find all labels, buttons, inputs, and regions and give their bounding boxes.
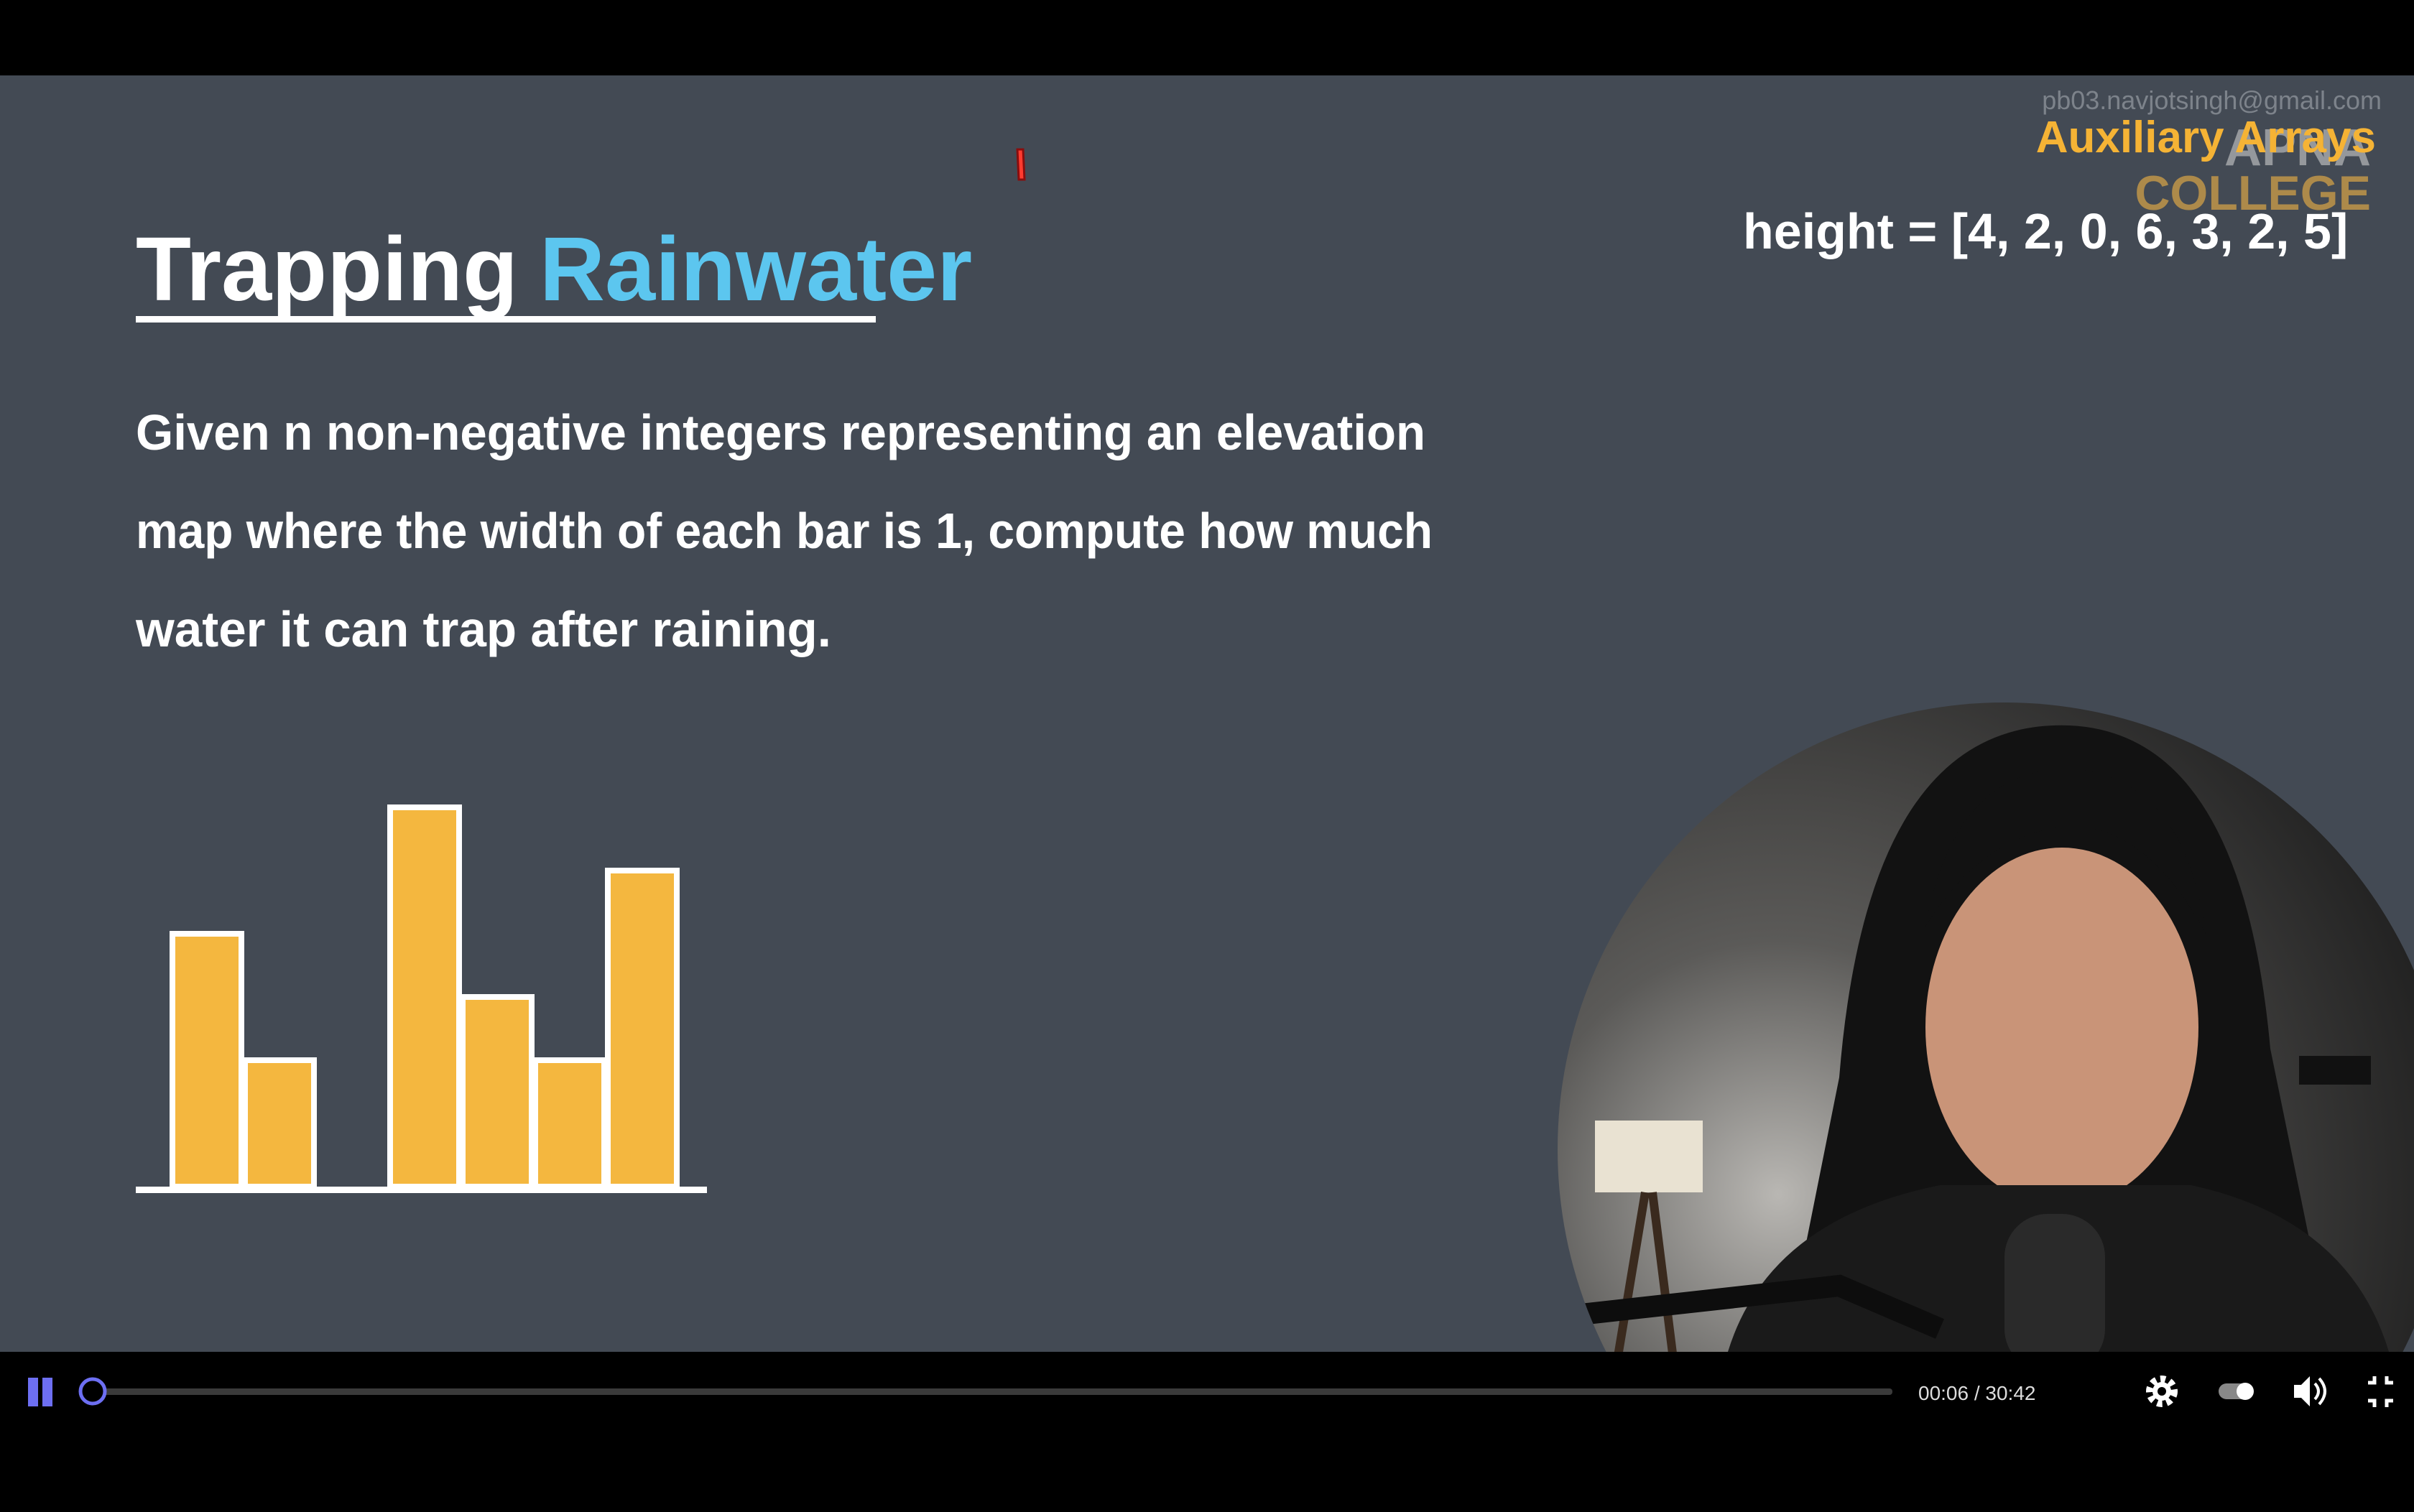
array-text: height = [4, 2, 0, 6, 3, 2, 5] (1743, 203, 2348, 259)
elevation-bar (460, 994, 535, 1189)
settings-button[interactable] (2146, 1376, 2178, 1407)
elevation-bar (605, 868, 680, 1189)
elevation-bar (387, 804, 462, 1189)
webcam (1558, 702, 2414, 1352)
elevation-bar (170, 931, 244, 1189)
title-first: Trapping (136, 218, 518, 320)
face (1925, 848, 2198, 1207)
controls-bar (0, 1352, 2414, 1508)
logo-college: COLLEGE (2135, 166, 2371, 221)
title-underline (136, 316, 876, 323)
elevation-bar (532, 1057, 607, 1189)
progress-handle[interactable] (78, 1377, 107, 1406)
time-display: 00:06 / 30:42 (1918, 1382, 2035, 1404)
title-second: Rainwater (540, 218, 972, 320)
progress-track[interactable] (93, 1388, 1892, 1395)
pause-button[interactable] (28, 1378, 52, 1406)
slide-title: Trapping Rainwater (136, 218, 972, 320)
exit-fullscreen-button[interactable] (2368, 1376, 2393, 1407)
microphone (2004, 1214, 2105, 1352)
description-line: water it can trap after raining. (135, 601, 831, 657)
volume-button[interactable] (2294, 1376, 2326, 1406)
annotation-cursor (1016, 148, 1026, 181)
description-line: Given n non-negative integers representi… (136, 404, 1425, 460)
quality-toggle[interactable] (2219, 1383, 2254, 1400)
logo-apna: APNA (2224, 119, 2371, 177)
baseline (136, 1187, 707, 1193)
watermark-email: pb03.navjotsingh@gmail.com (2042, 85, 2382, 115)
description-line: map where the width of each bar is 1, co… (136, 503, 1433, 559)
lamp (1595, 1121, 1703, 1192)
topic: Auxiliary Arrays (2036, 113, 2376, 162)
elevation-bar (242, 1057, 317, 1189)
top-bar (0, 0, 2414, 75)
elevation-map (170, 804, 680, 1189)
